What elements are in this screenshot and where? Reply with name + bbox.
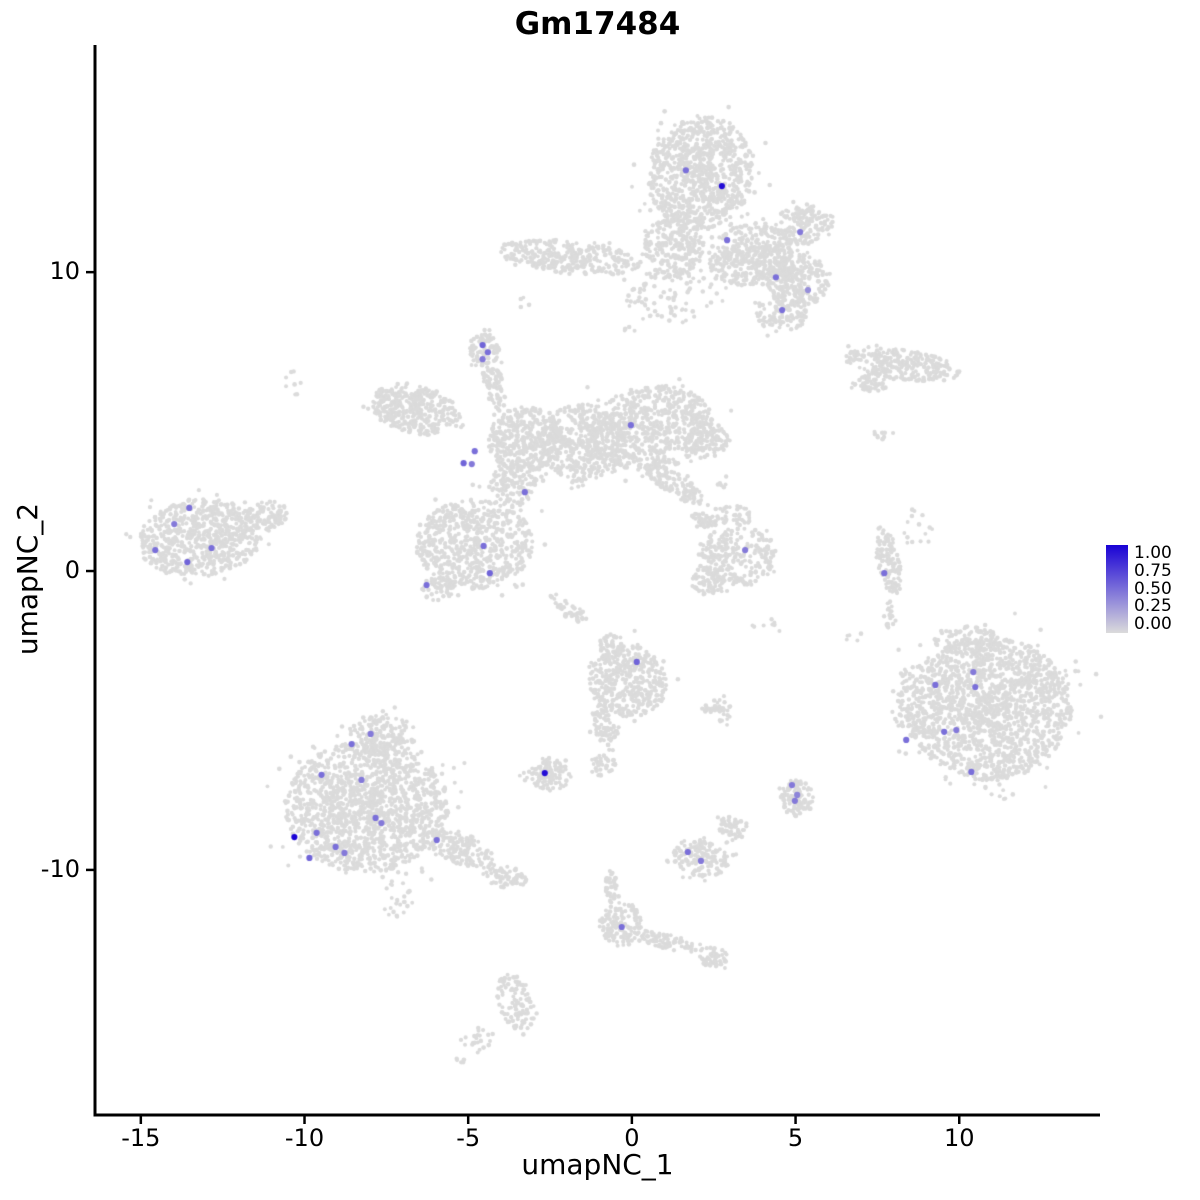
- legend-label-min: 0.00: [1134, 614, 1172, 634]
- expression-colorbar: [1106, 545, 1128, 633]
- x-tick-label: 5: [787, 1124, 804, 1152]
- y-tick-label: -10: [40, 854, 80, 883]
- legend-label-025: 0.25: [1134, 596, 1172, 617]
- y-tick-label: 0: [64, 556, 80, 585]
- x-axis-title: umapNC_1: [521, 1148, 674, 1181]
- expression-legend: 1.00 0.75 0.50 0.25 0.00: [1106, 545, 1172, 633]
- legend-label-075: 0.75: [1134, 560, 1172, 581]
- plot-title: Gm17484: [514, 6, 681, 42]
- x-tick-label: -10: [284, 1124, 325, 1152]
- expression-colorbar-labels: 1.00 0.75 0.50 0.25 0.00: [1134, 545, 1172, 633]
- x-tick-label: -15: [121, 1124, 161, 1152]
- x-tick-label: 10: [943, 1124, 975, 1152]
- y-axis-title: umapNC_2: [11, 502, 44, 656]
- legend-label-max: 1.00: [1134, 543, 1172, 563]
- y-tick-label: 10: [49, 257, 80, 286]
- axis-tick-marks: [86, 270, 961, 1124]
- legend-label-050: 0.50: [1134, 578, 1172, 599]
- x-tick-label: 0: [624, 1124, 640, 1152]
- x-tick-label: -5: [456, 1124, 481, 1152]
